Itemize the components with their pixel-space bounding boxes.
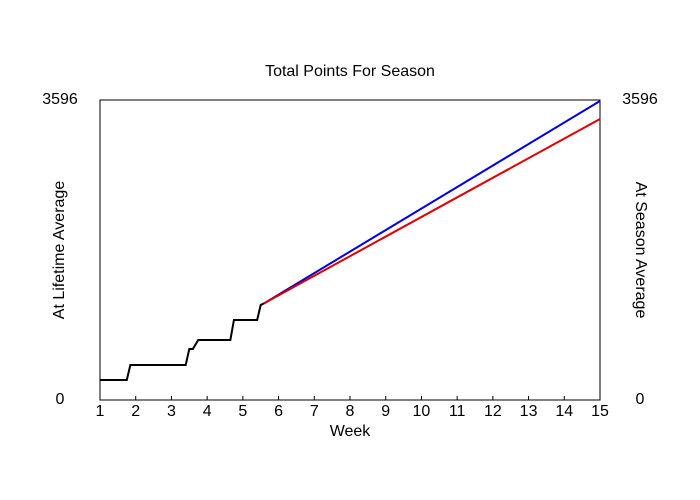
x-tick-label: 5 [238,403,247,420]
series-line [263,118,601,305]
series-line [263,100,601,305]
x-tick-label: 3 [167,403,176,420]
y2-axis-label: At Season Average [632,182,649,319]
series-line [100,302,265,381]
x-tick-label: 11 [449,403,466,420]
x-tick-label: 6 [274,403,283,420]
x-tick-label: 8 [346,403,355,420]
x-tick-label: 12 [484,403,502,420]
x-tick-label: 7 [310,403,319,420]
x-tick-label: 10 [413,403,431,420]
y-tick-label: 3596 [42,91,78,108]
x-tick-label: 13 [520,403,538,420]
y-axis-label: At Lifetime Average [51,181,68,320]
x-tick-label: 2 [131,403,140,420]
y2-tick-label: 3596 [622,91,658,108]
x-axis-label: Week [330,423,372,440]
y2-tick-label: 0 [636,391,645,408]
x-tick-label: 9 [381,403,390,420]
x-tick-label: 1 [96,403,105,420]
x-tick-label: 15 [591,403,609,420]
y-tick-label: 0 [56,391,65,408]
x-tick-label: 14 [555,403,573,420]
x-tick-label: 4 [203,403,212,420]
chart-title: Total Points For Season [265,63,435,80]
